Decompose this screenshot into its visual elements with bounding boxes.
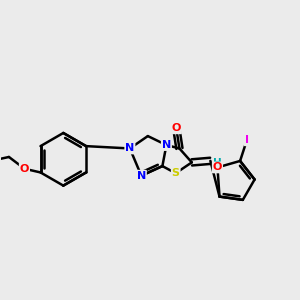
- Text: I: I: [245, 135, 249, 145]
- Text: N: N: [125, 143, 134, 154]
- Text: N: N: [137, 171, 146, 181]
- Text: S: S: [172, 168, 180, 178]
- Text: O: O: [20, 164, 29, 174]
- Text: O: O: [172, 123, 181, 133]
- Text: H: H: [213, 158, 222, 168]
- Text: O: O: [213, 162, 222, 172]
- Text: N: N: [162, 140, 171, 150]
